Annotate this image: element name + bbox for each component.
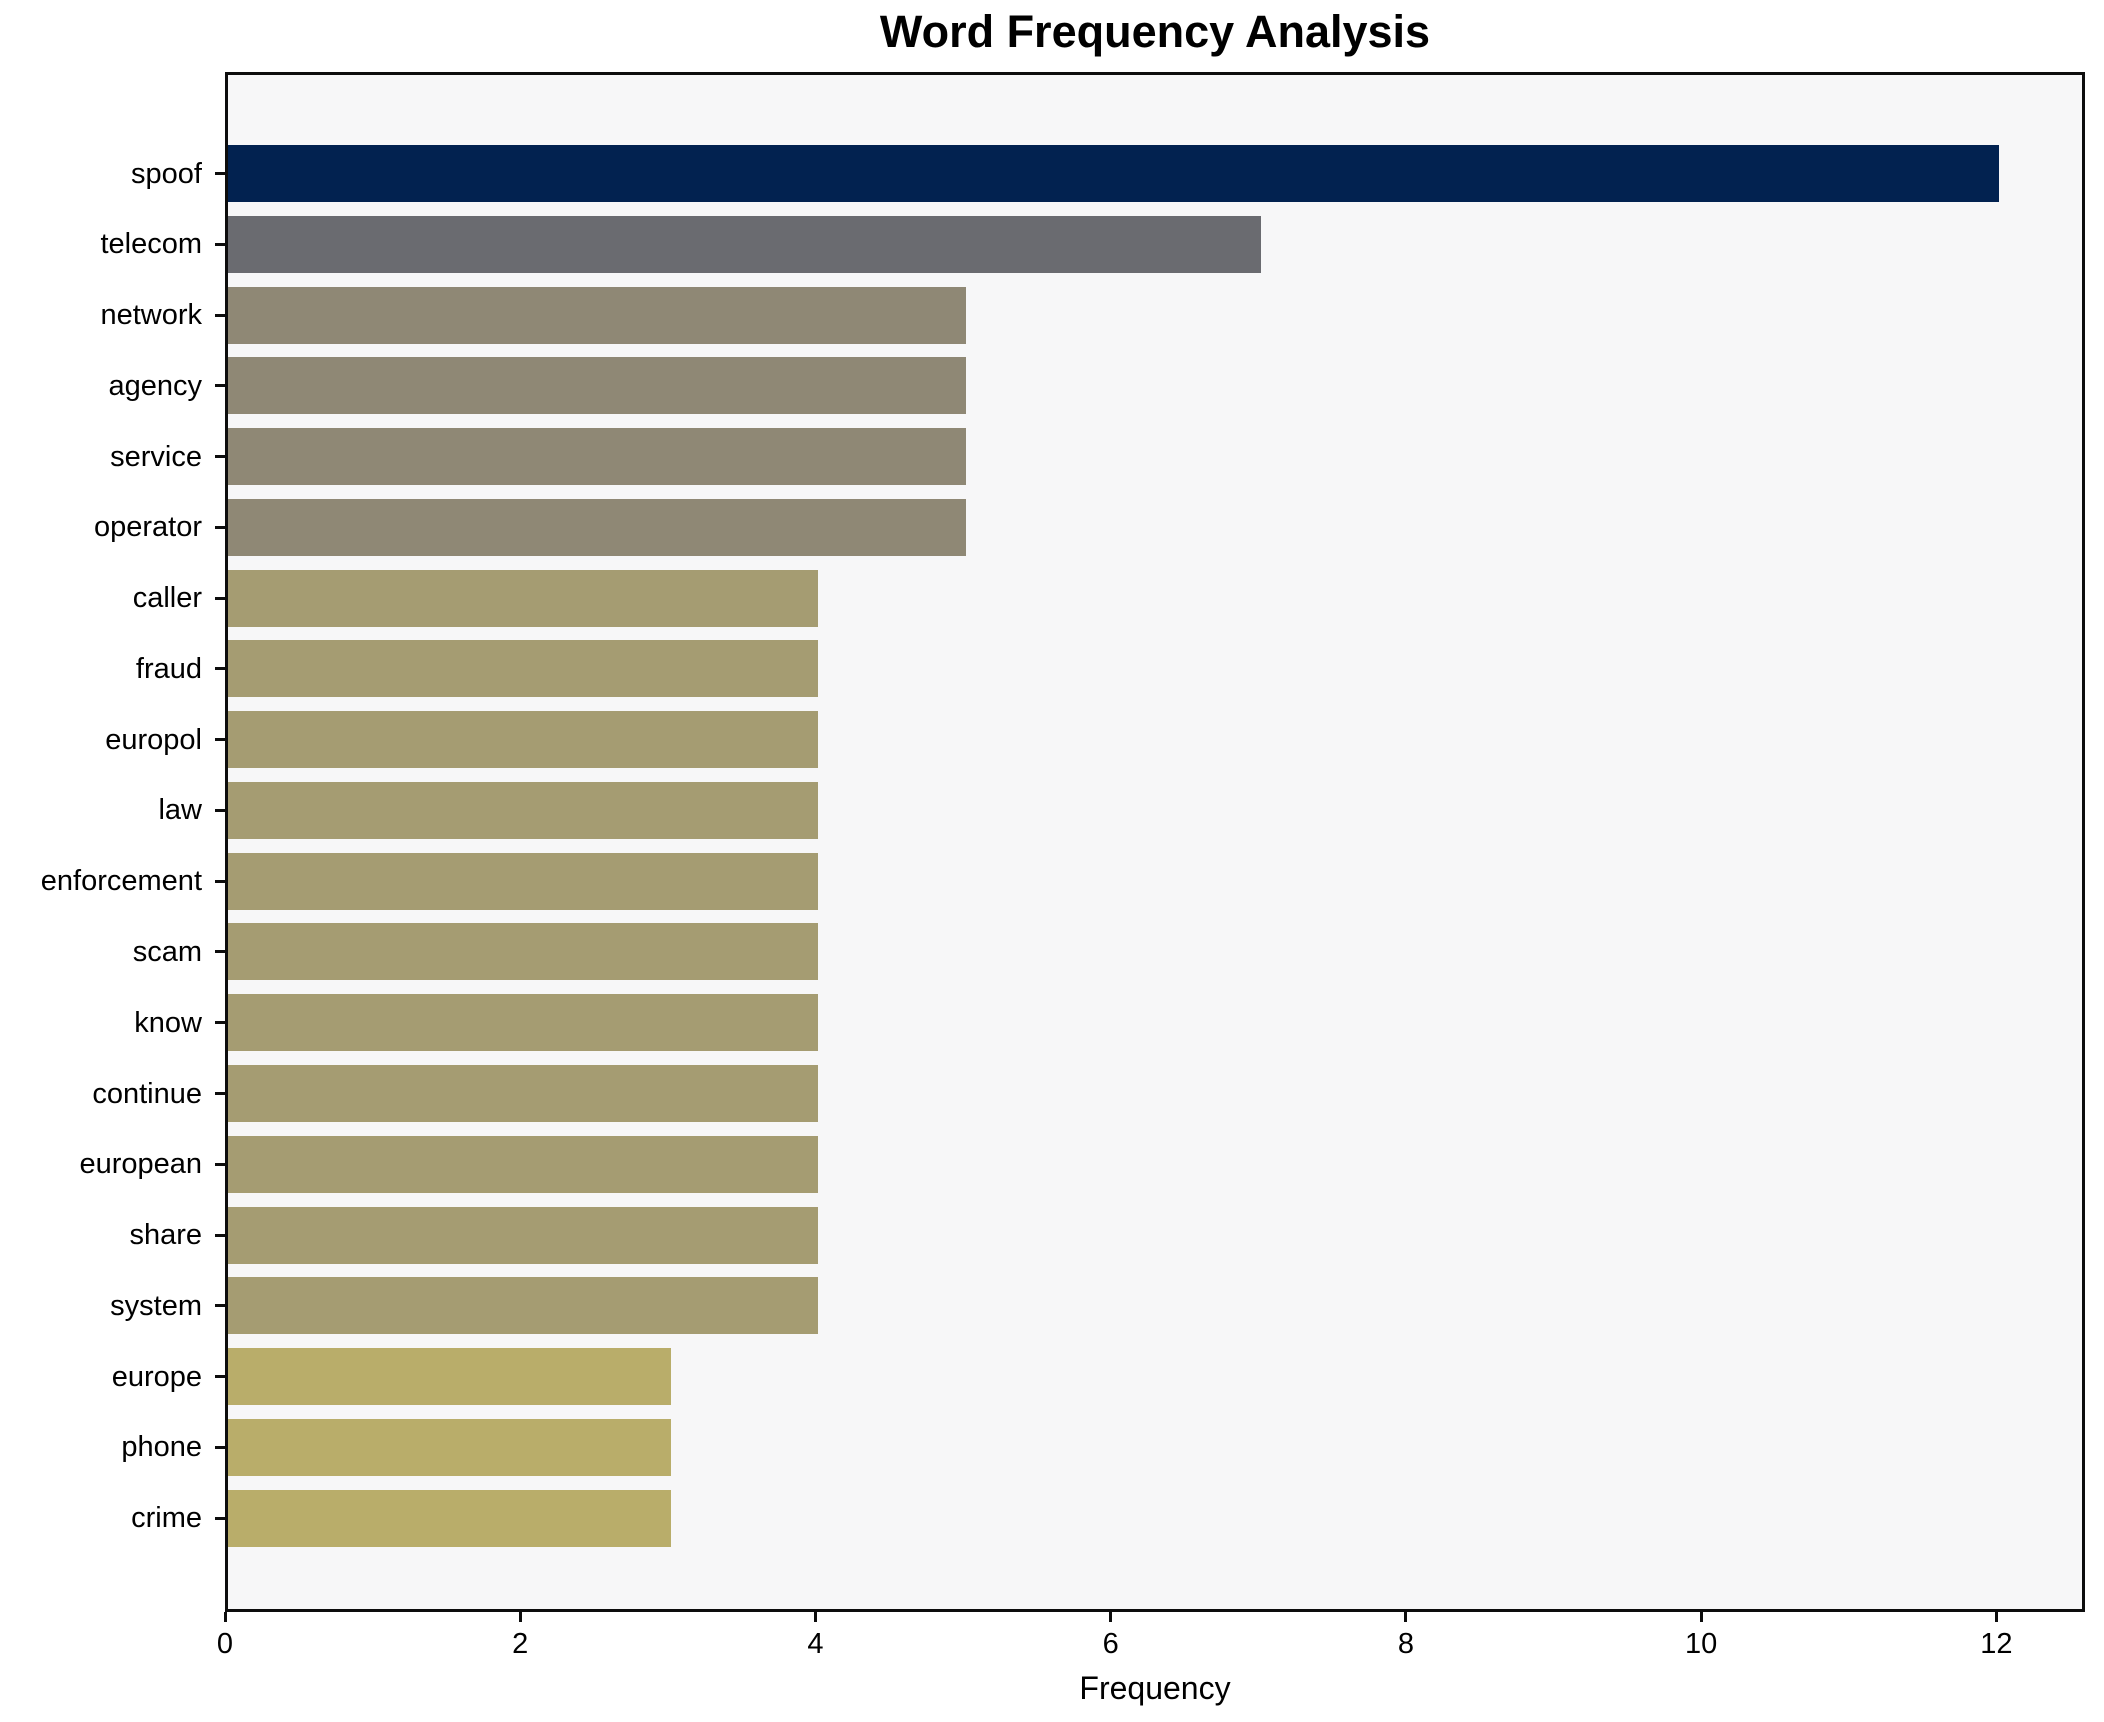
bar-system bbox=[228, 1277, 819, 1335]
y-tick-mark bbox=[215, 242, 225, 246]
x-tick-label-10: 10 bbox=[1685, 1628, 1718, 1660]
y-tick-label-service: service bbox=[110, 440, 202, 473]
x-tick-label-12: 12 bbox=[1980, 1628, 2013, 1660]
bar-agency bbox=[228, 357, 967, 415]
y-tick-mark bbox=[215, 1233, 225, 1237]
y-tick-mark bbox=[215, 1092, 225, 1095]
y-tick-label-europol: europol bbox=[105, 723, 202, 756]
chart-title: Word Frequency Analysis bbox=[879, 6, 1431, 57]
bar-operator bbox=[228, 498, 967, 556]
x-tick-label-4: 4 bbox=[807, 1628, 824, 1660]
bar-telecom bbox=[228, 215, 1262, 273]
x-tick-mark bbox=[223, 1612, 227, 1622]
bar-phone bbox=[228, 1418, 671, 1476]
bar-caller bbox=[228, 569, 819, 627]
y-tick-mark bbox=[215, 1516, 225, 1520]
y-tick-mark bbox=[215, 384, 225, 388]
y-tick-label-enforcement: enforcement bbox=[40, 865, 202, 898]
y-tick-label-system: system bbox=[110, 1289, 202, 1322]
y-tick-mark bbox=[215, 808, 225, 812]
y-tick-label-crime: crime bbox=[131, 1502, 202, 1535]
y-tick-mark bbox=[215, 455, 225, 459]
bar-know bbox=[228, 994, 819, 1052]
bar-network bbox=[228, 286, 967, 344]
bar-scam bbox=[228, 923, 819, 981]
bar-law bbox=[228, 781, 819, 839]
y-tick-label-europe: europe bbox=[111, 1360, 202, 1393]
x-axis-label: Frequency bbox=[1079, 1670, 1231, 1706]
y-tick-label-phone: phone bbox=[121, 1431, 202, 1464]
y-tick-mark bbox=[215, 596, 225, 600]
y-tick-mark bbox=[215, 950, 225, 954]
y-tick-mark bbox=[215, 313, 225, 317]
x-tick-label-6: 6 bbox=[1102, 1628, 1119, 1660]
x-tick-label-0: 0 bbox=[216, 1628, 234, 1660]
y-tick-mark bbox=[215, 525, 225, 529]
y-tick-label-telecom: telecom bbox=[100, 228, 202, 261]
y-tick-label-network: network bbox=[100, 299, 202, 332]
x-tick-mark bbox=[1109, 1612, 1113, 1622]
x-tick-mark bbox=[518, 1612, 522, 1622]
bar-continue bbox=[228, 1065, 819, 1122]
y-tick-label-operator: operator bbox=[93, 511, 202, 544]
bar-european bbox=[228, 1135, 819, 1193]
y-tick-mark bbox=[215, 879, 225, 883]
bar-enforcement bbox=[228, 852, 819, 910]
y-tick-label-law: law bbox=[158, 794, 202, 827]
y-tick-mark bbox=[215, 1162, 225, 1166]
x-tick-label-8: 8 bbox=[1397, 1628, 1414, 1660]
bar-service bbox=[228, 428, 967, 486]
y-tick-mark bbox=[215, 738, 225, 742]
x-tick-label-2: 2 bbox=[512, 1628, 529, 1660]
x-tick-mark bbox=[1404, 1612, 1408, 1622]
y-tick-mark bbox=[215, 1375, 225, 1379]
x-tick-mark bbox=[813, 1612, 817, 1622]
bar-europe bbox=[228, 1348, 671, 1406]
y-tick-mark bbox=[215, 1021, 225, 1025]
bar-europol bbox=[228, 711, 819, 769]
bar-share bbox=[228, 1206, 819, 1264]
y-tick-mark bbox=[215, 667, 225, 671]
x-tick-mark bbox=[1994, 1612, 1998, 1622]
y-tick-label-caller: caller bbox=[132, 582, 202, 615]
y-tick-label-fraud: fraud bbox=[135, 652, 202, 685]
plot-area bbox=[225, 72, 2085, 1612]
y-tick-mark bbox=[215, 1304, 225, 1308]
y-tick-mark bbox=[215, 172, 225, 175]
y-tick-mark bbox=[215, 1445, 225, 1449]
bar-fraud bbox=[228, 640, 819, 698]
y-tick-label-scam: scam bbox=[132, 935, 202, 968]
y-tick-label-spoof: spoof bbox=[131, 157, 202, 190]
y-tick-label-know: know bbox=[134, 1006, 202, 1039]
bar-spoof bbox=[228, 145, 2000, 202]
y-tick-label-share: share bbox=[129, 1219, 202, 1252]
y-tick-label-continue: continue bbox=[92, 1077, 202, 1110]
y-tick-label-agency: agency bbox=[108, 369, 202, 402]
y-tick-label-european: european bbox=[79, 1148, 202, 1181]
bar-crime bbox=[228, 1489, 671, 1547]
x-tick-mark bbox=[1699, 1612, 1703, 1622]
